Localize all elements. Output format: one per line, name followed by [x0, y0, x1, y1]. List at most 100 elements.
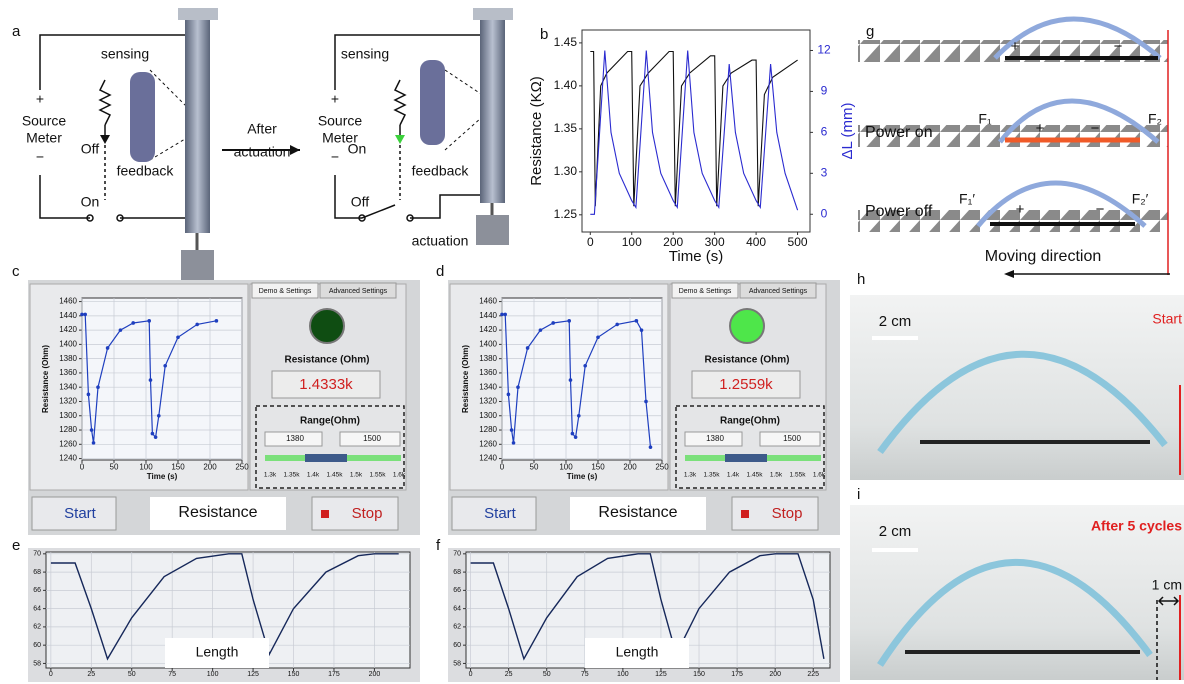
y-tick-label: 1440	[59, 311, 77, 320]
caption: After 5 cycles	[1091, 518, 1182, 534]
y-tick-label: 58	[33, 660, 41, 667]
x-tick-label: 0	[587, 235, 594, 249]
x-tick-label: 125	[247, 671, 259, 678]
tab[interactable]	[319, 282, 397, 299]
label: On	[81, 194, 100, 210]
y-tick-label: 1280	[59, 425, 77, 434]
x-tick-label: 200	[769, 671, 781, 678]
label: Meter	[26, 130, 62, 146]
data-point	[176, 335, 180, 340]
label: −	[1114, 38, 1123, 55]
y-tick-label: 68	[453, 569, 461, 576]
y-tick-label: 64	[453, 605, 461, 612]
label: F₂	[1148, 111, 1162, 127]
label: sensing	[101, 46, 149, 62]
x-axis-label: Time (s)	[669, 248, 723, 265]
x-tick-label: 75	[581, 671, 589, 678]
mode-label: Length	[196, 644, 239, 660]
scale-label: 1.55k	[790, 472, 807, 479]
data-point	[163, 363, 167, 368]
x-tick-label: 250	[655, 462, 669, 471]
slider-range	[305, 454, 347, 462]
data-point	[506, 392, 511, 397]
y-tick-label: 1280	[479, 425, 497, 434]
label: sensing	[341, 46, 389, 62]
y-tick-label: 1240	[479, 454, 497, 463]
tab[interactable]	[251, 282, 319, 299]
y-tick-label: 1420	[59, 325, 77, 334]
data-point	[500, 312, 504, 317]
panel-label: c	[12, 263, 20, 280]
x-tick-label: 25	[505, 671, 513, 678]
data-point	[91, 441, 96, 445]
y-tick-label: 1380	[59, 354, 77, 363]
y-axis-label: Resistance (Ohm)	[41, 345, 50, 413]
y-tick-label: 1340	[479, 382, 497, 391]
data-point	[525, 346, 530, 350]
data-point	[634, 319, 639, 323]
robot-arches	[976, 16, 1162, 228]
column-cap	[473, 8, 513, 20]
data-point	[511, 441, 516, 445]
start-button[interactable]	[451, 496, 537, 531]
label: Off	[351, 194, 370, 210]
label: Source	[22, 113, 67, 129]
tab[interactable]	[739, 282, 817, 299]
stop-label: Stop	[772, 505, 803, 522]
x-tick-label: 225	[807, 671, 819, 678]
column-weight	[476, 215, 509, 245]
x-tick-label: 150	[693, 671, 705, 678]
input	[684, 431, 743, 447]
y2-tick-label: 12	[817, 43, 831, 57]
x-tick-label: 75	[168, 671, 176, 678]
x-tick-label: 0	[469, 671, 473, 678]
label: feedback	[117, 163, 175, 179]
panel-label: g	[866, 23, 874, 40]
data-point	[538, 328, 543, 332]
scale-label: 1.5k	[770, 472, 783, 479]
data-point	[131, 321, 135, 325]
y-tick-label: 1340	[59, 382, 77, 391]
y-tick-label: 1260	[59, 439, 77, 448]
tab[interactable]	[671, 282, 739, 299]
y-tick-label: 1240	[59, 454, 77, 463]
data-point	[105, 346, 110, 350]
diode-on	[395, 135, 405, 144]
x-tick-label: 50	[543, 671, 551, 678]
label: −	[1091, 120, 1100, 137]
data-point	[89, 428, 94, 432]
x-tick-label: 50	[128, 671, 136, 678]
readout-box	[271, 370, 381, 399]
start-button[interactable]	[31, 496, 117, 531]
scale-label: 1.6k	[813, 472, 826, 479]
readout: 1.2559k	[719, 376, 773, 393]
scale-label: 2 cm	[879, 523, 912, 540]
tab-label: Advanced Settings	[329, 288, 388, 295]
x-tick-label: 0	[500, 462, 505, 471]
x-tick-label: 100	[559, 462, 573, 471]
data-line	[590, 50, 799, 215]
mode-label: Length	[616, 644, 659, 660]
label: +	[36, 91, 44, 107]
x-tick-label: 200	[623, 462, 637, 471]
y2-tick-label: 9	[821, 84, 828, 98]
label: +	[1036, 120, 1045, 137]
y-tick-label: 1420	[479, 325, 497, 334]
y-tick-label: 1320	[479, 397, 497, 406]
range-box	[255, 405, 405, 489]
x-tick-label: 300	[705, 235, 725, 249]
x-axis-label: Time (s)	[567, 472, 598, 481]
data-point	[644, 399, 648, 404]
y-tick-label: 1460	[479, 297, 497, 306]
y-tick-label: 62	[33, 624, 41, 631]
label: Meter	[322, 130, 358, 146]
label: −	[331, 149, 339, 165]
x-axis-label: Time (s)	[147, 472, 178, 481]
data-point	[551, 321, 555, 325]
data-line	[470, 553, 825, 661]
y-tick-label: 70	[33, 551, 41, 558]
range-high: 1500	[783, 434, 801, 443]
indicator	[309, 308, 345, 344]
tab-label: Advanced Settings	[749, 288, 808, 295]
